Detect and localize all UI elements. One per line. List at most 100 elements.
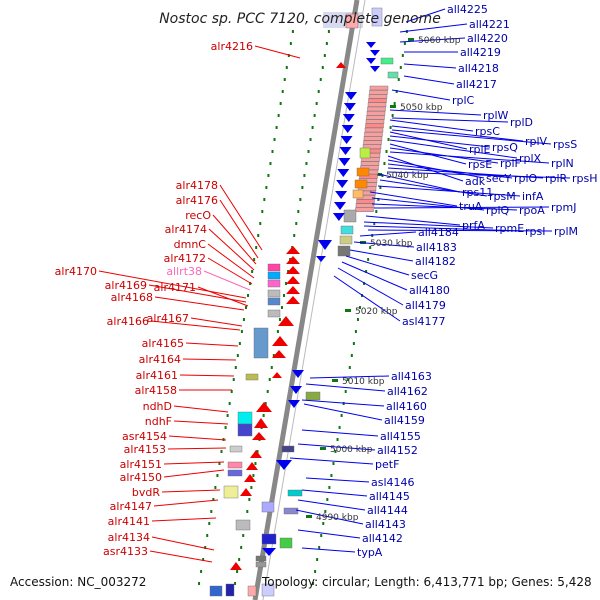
leader-line-right	[289, 457, 374, 465]
tick-mark	[244, 306, 247, 309]
leader-line-right	[389, 135, 491, 148]
leader-line-right	[359, 231, 417, 237]
tick-mark	[264, 402, 267, 405]
gene-label-left: alr4164	[139, 353, 181, 366]
leader-line-left	[163, 461, 225, 465]
leader-line-left	[168, 435, 227, 441]
gene-label-right: rpmJ	[551, 201, 576, 214]
gene-block	[227, 461, 243, 469]
leader-line-right	[389, 151, 550, 164]
tick-mark	[224, 426, 227, 429]
ribosomal-gene-block	[361, 157, 380, 162]
ribosomal-gene-block	[364, 127, 384, 133]
forward-gene-arrow	[272, 336, 288, 346]
gene-block	[356, 167, 370, 177]
leader-line-right	[373, 206, 550, 209]
tick-mark	[334, 450, 337, 453]
leader-line-right	[387, 171, 571, 179]
tick-mark	[272, 354, 275, 357]
leader-line-right	[391, 129, 552, 145]
gene-label-left: alr4141	[108, 515, 150, 528]
ribosomal-gene-block	[367, 102, 387, 108]
gene-label-left: alr4178	[176, 179, 218, 192]
gene-label-right: all4219	[460, 46, 501, 59]
tick-mark	[254, 462, 257, 465]
tick-mark	[280, 306, 283, 309]
tick-mark	[262, 414, 265, 417]
leader-line-right	[369, 191, 458, 207]
tick-mark	[385, 150, 388, 153]
tick-mark	[252, 474, 255, 477]
gene-label-right: all4218	[458, 62, 499, 75]
leader-line-left	[208, 228, 255, 271]
tick-mark	[238, 342, 241, 345]
leader-line-right	[301, 547, 356, 553]
kbp-tick	[345, 309, 351, 312]
tick-mark	[391, 114, 394, 117]
leader-line-right	[405, 8, 446, 23]
gene-label-right: rplV	[525, 135, 548, 148]
tick-mark	[305, 162, 308, 165]
leader-line-right	[337, 267, 404, 306]
forward-gene-arrow	[252, 432, 266, 440]
gene-block	[287, 489, 303, 497]
tick-mark	[251, 270, 254, 273]
gene-label-right: asl4177	[402, 315, 446, 328]
tick-mark	[328, 486, 331, 489]
gene-block	[387, 71, 399, 79]
reverse-gene-arrow	[316, 256, 326, 262]
kbp-tick	[320, 447, 326, 450]
gene-block	[380, 57, 394, 65]
tick-mark	[206, 534, 209, 537]
tick-mark	[216, 474, 219, 477]
tick-mark	[234, 582, 237, 585]
reverse-gene-arrow	[370, 66, 380, 72]
tick-mark	[261, 210, 264, 213]
reverse-gene-arrow	[341, 125, 354, 133]
tick-mark	[230, 390, 233, 393]
kbp-label: 5030 kbp	[370, 239, 413, 249]
gene-label-right: rplD	[510, 116, 533, 129]
reverse-gene-arrow	[338, 158, 351, 166]
tick-mark	[318, 546, 321, 549]
tick-mark	[317, 90, 320, 93]
gene-label-left: alr4167	[147, 312, 189, 325]
gene-block	[247, 585, 257, 597]
gene-label-right: rpsS	[553, 138, 577, 151]
gene-block	[371, 7, 383, 27]
reverse-gene-arrow	[335, 191, 348, 199]
leader-line-right	[341, 261, 408, 291]
tick-mark	[278, 318, 281, 321]
tick-mark	[198, 582, 201, 585]
kbp-tick	[408, 38, 414, 41]
gene-label-right: petF	[375, 458, 399, 471]
tick-mark	[330, 474, 333, 477]
tick-mark	[324, 510, 327, 513]
leader-line-right	[399, 23, 468, 33]
tick-mark	[240, 546, 243, 549]
gene-block	[253, 327, 269, 359]
gene-label-right: rplM	[554, 225, 578, 238]
gene-label-right: all4221	[469, 18, 510, 31]
tick-mark	[309, 138, 312, 141]
leader-line-right	[305, 477, 370, 483]
forward-gene-arrow	[272, 350, 286, 358]
tick-mark	[218, 462, 221, 465]
tick-mark	[326, 498, 329, 501]
leader-line-left	[254, 45, 301, 59]
gene-label-right: asl4146	[371, 476, 415, 489]
leader-line-right	[305, 383, 386, 392]
gene-label-right: all4144	[367, 504, 408, 517]
ribosomal-gene-block	[368, 94, 388, 99]
gene-label-right: rplR	[545, 172, 568, 185]
gene-block	[245, 373, 259, 381]
forward-gene-arrow	[286, 256, 300, 264]
tick-mark	[265, 186, 268, 189]
forward-gene-arrow	[272, 372, 282, 378]
gene-label-right: rplQ	[486, 204, 510, 217]
leader-line-left	[185, 342, 239, 347]
tick-mark	[248, 498, 251, 501]
ribosomal-gene-block	[366, 110, 386, 116]
tick-mark	[389, 126, 392, 129]
